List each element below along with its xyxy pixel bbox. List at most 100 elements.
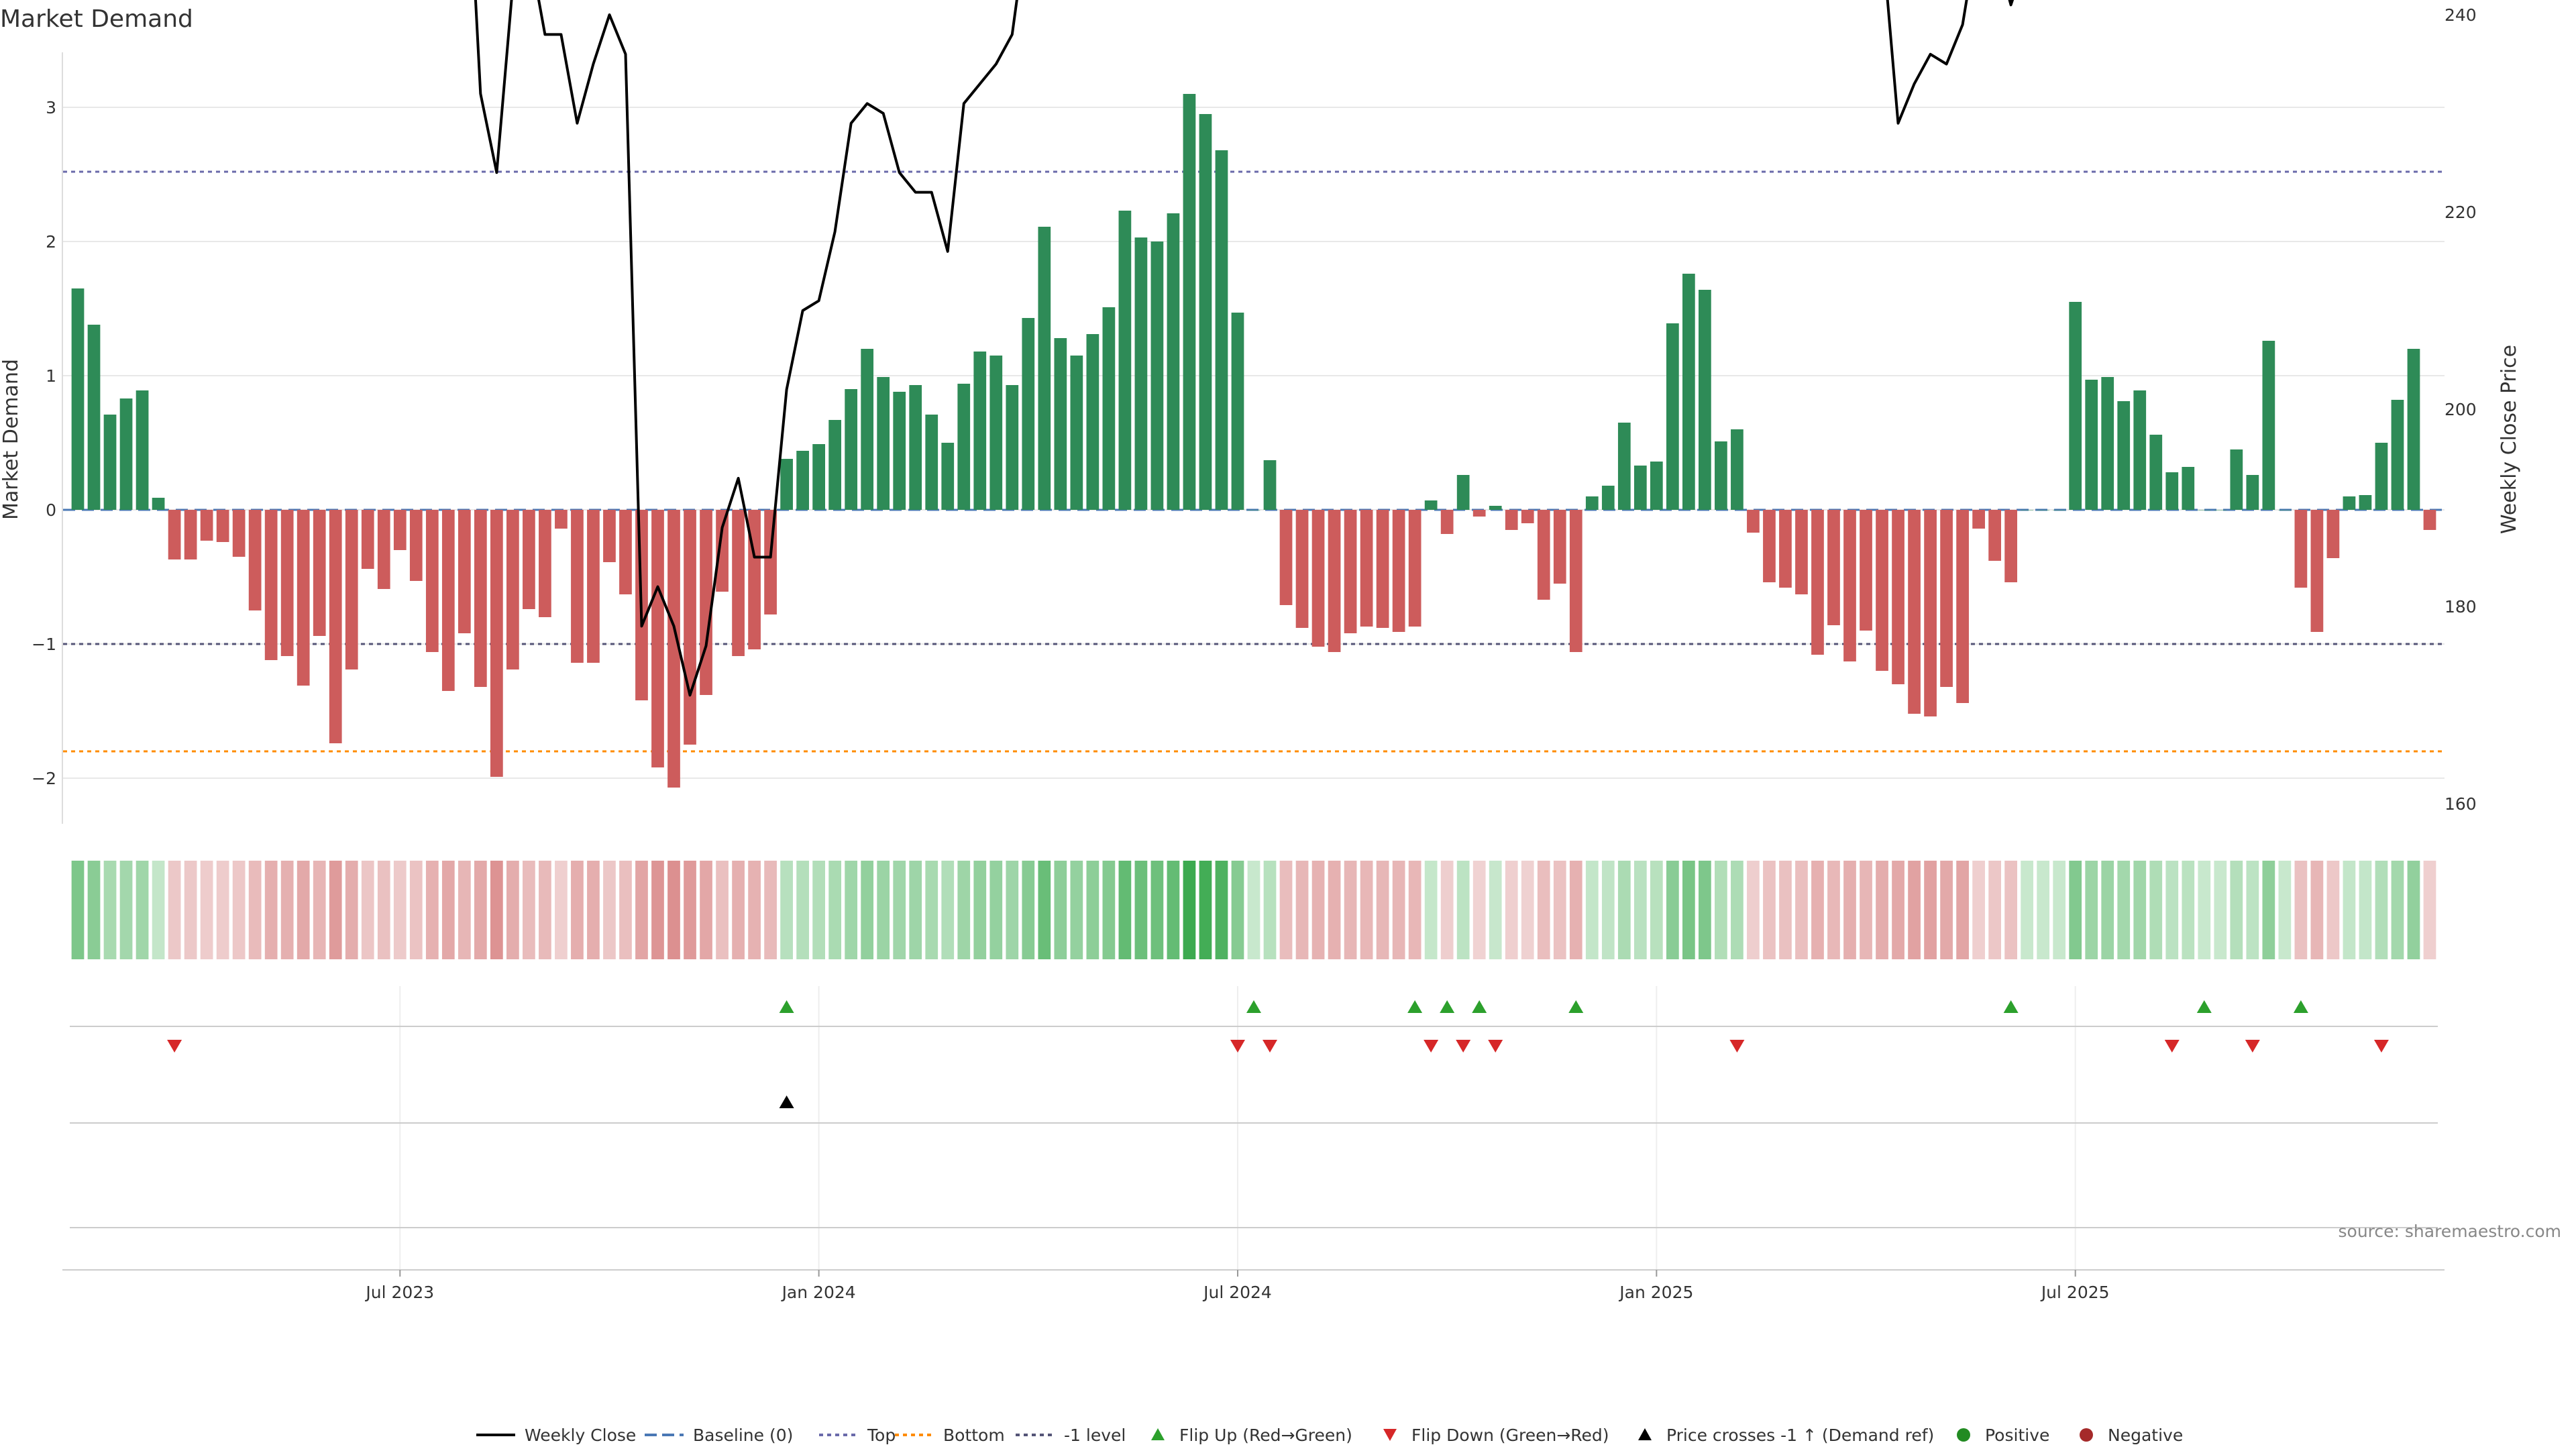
heat-cell: [1860, 861, 1872, 959]
heat-cell: [2375, 861, 2388, 959]
heat-cell: [748, 861, 761, 959]
heat-cell: [377, 861, 390, 959]
negative-bar: [2004, 510, 2018, 582]
positive-bar: [2375, 443, 2388, 510]
negative-bar: [1860, 510, 1872, 631]
negative-bar: [1972, 510, 1985, 529]
legend: Weekly Close Baseline (0) Top Bottom -1 leve…: [476, 1426, 2183, 1445]
heat-cell: [393, 861, 407, 959]
heat-cell: [506, 861, 519, 959]
positive-bar: [2069, 302, 2082, 510]
heat-cell: [1779, 861, 1792, 959]
heat-cell: [184, 861, 197, 959]
negative-bar: [1360, 510, 1373, 627]
heat-cell: [2004, 861, 2018, 959]
heat-cell: [780, 861, 793, 959]
negative-bar: [506, 510, 519, 669]
legend-label: Flip Down (Green→Red): [1411, 1426, 1609, 1445]
heat-cell: [941, 861, 955, 959]
positive-bar: [1424, 500, 1438, 510]
heat-cell: [1521, 861, 1534, 959]
heat-cell: [1231, 861, 1244, 959]
heat-cell: [764, 861, 777, 959]
heat-cell: [425, 861, 439, 959]
positive-bar: [796, 451, 809, 510]
positive-bar: [1489, 506, 1502, 510]
legend-label: Top: [867, 1426, 896, 1445]
positive-bar: [1456, 475, 1470, 510]
negative-bar: [555, 510, 568, 529]
heat-cell: [2149, 861, 2163, 959]
negative-bar: [1763, 510, 1776, 582]
heat-cell: [1360, 861, 1373, 959]
heat-cell: [345, 861, 358, 959]
heat-cell: [136, 861, 149, 959]
negative-bar: [184, 510, 197, 559]
negative-bar: [200, 510, 213, 541]
positive-bar: [812, 444, 825, 510]
heat-cell: [313, 861, 326, 959]
legend-item: Top: [819, 1426, 896, 1445]
positive-bar: [136, 390, 149, 510]
positive-bar: [1633, 466, 1647, 510]
heat-cell: [1328, 861, 1341, 959]
grid: [63, 107, 2445, 1271]
heat-cell: [1183, 861, 1196, 959]
heat-cell: [539, 861, 551, 959]
negative-bar: [619, 510, 632, 594]
negative-bar: [264, 510, 278, 660]
positive-bar: [909, 385, 922, 510]
positive-bar: [1585, 496, 1599, 510]
heat-cell: [71, 861, 85, 959]
heat-cell: [1456, 861, 1470, 959]
heat-cell: [973, 861, 987, 959]
x-tick-label: Jan 2025: [1618, 1283, 1693, 1302]
negative-bar: [1537, 510, 1550, 600]
heat-cell: [2343, 861, 2356, 959]
heat-cell: [2359, 861, 2372, 959]
positive-bar: [2278, 510, 2292, 511]
legend-item: Flip Down (Green→Red): [1383, 1426, 1609, 1445]
y-tick-label: −1: [32, 635, 56, 654]
negative-bar: [1795, 510, 1808, 594]
negative-bar: [1908, 510, 1921, 714]
positive-bar: [989, 356, 1003, 510]
heat-cell: [1118, 861, 1132, 959]
negative-bar: [571, 510, 584, 663]
negative-bar: [667, 510, 680, 788]
heat-cell: [1344, 861, 1357, 959]
heat-cell: [1908, 861, 1921, 959]
heat-cell: [2021, 861, 2034, 959]
heat-cell: [1633, 861, 1647, 959]
heat-cell: [216, 861, 229, 959]
positive-bar: [71, 288, 85, 510]
flip-up-marker: [779, 1000, 794, 1013]
x-tick-label: Jan 2024: [781, 1283, 856, 1302]
price-cross-marker: [779, 1095, 794, 1108]
heat-cell: [1054, 861, 1067, 959]
x-axis: Jul 2023 Jan 2024 Jul 2024 Jan 2025 Jul 2025: [62, 1269, 2445, 1302]
heat-cell: [1715, 861, 1727, 959]
negative-bar: [1811, 510, 1824, 655]
flip-down-marker: [1456, 1040, 1471, 1053]
heat-cell: [1038, 861, 1051, 959]
positive-bar: [2407, 349, 2420, 510]
heat-cell: [619, 861, 632, 959]
flip-down-marker: [167, 1040, 182, 1053]
heat-cell: [1601, 861, 1615, 959]
heat-cell: [1666, 861, 1679, 959]
flip-markers-panel: [70, 1000, 2438, 1053]
negative-bar: [539, 510, 551, 617]
heat-cell: [877, 861, 890, 959]
positive-bar: [2182, 467, 2195, 510]
heat-cell: [103, 861, 117, 959]
positive-bar: [2021, 510, 2034, 511]
heat-cell: [232, 861, 246, 959]
positive-bar: [2391, 400, 2404, 510]
demand-bars: [71, 94, 2436, 788]
heat-cell: [732, 861, 745, 959]
positive-bar: [2037, 510, 2050, 511]
negative-bar: [1505, 510, 1518, 530]
heat-cell: [700, 861, 712, 959]
y2-tick-label: 160: [2445, 794, 2477, 814]
